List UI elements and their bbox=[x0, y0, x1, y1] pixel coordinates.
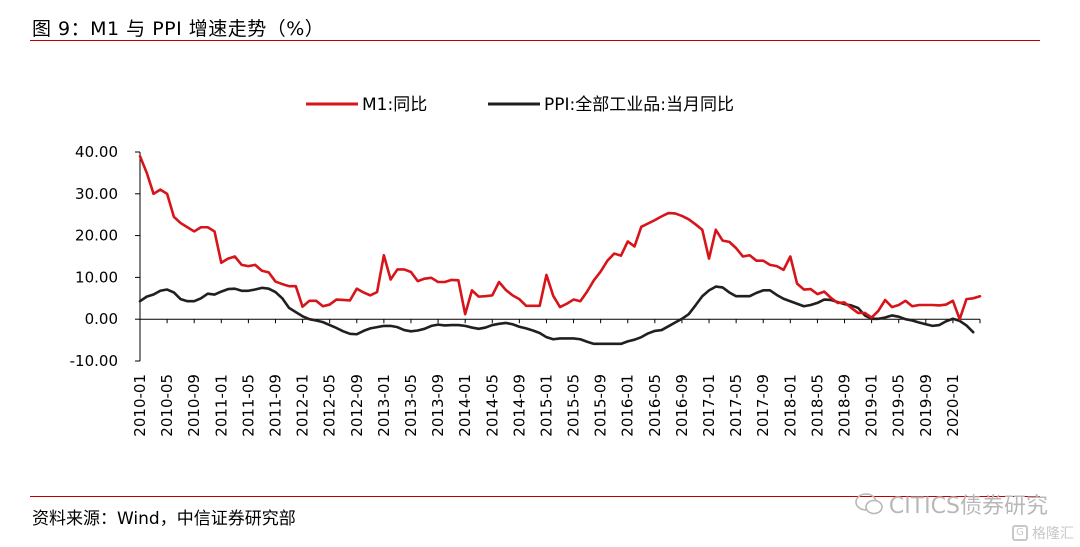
x-tick-label: 2014-05 bbox=[483, 374, 501, 437]
y-tick-label: 40.00 bbox=[75, 143, 118, 161]
title-rule bbox=[30, 40, 1040, 41]
legend-label-2: PPI:全部工业品:当月同比 bbox=[544, 95, 734, 115]
watermark: CITICS债券研究 bbox=[855, 488, 1048, 520]
x-axis: 2010-01 2010-05 2010-09 2011-01 2011-05 2011-… bbox=[131, 318, 981, 437]
x-tick-label: 2016-09 bbox=[673, 374, 691, 437]
x-tick-label: 2016-01 bbox=[619, 374, 637, 437]
x-tick-label: 2014-09 bbox=[510, 374, 528, 437]
x-tick-label: 2018-01 bbox=[781, 374, 799, 437]
x-tick-label: 2015-01 bbox=[537, 374, 555, 437]
x-tick-label: 2011-01 bbox=[212, 374, 230, 437]
y-axis: 40.00 30.00 20.00 10.00 0.00 -10.00 bbox=[70, 143, 141, 370]
series-line-ppi bbox=[138, 285, 975, 346]
x-tick-label: 2010-09 bbox=[185, 374, 203, 437]
x-tick-label: 2010-05 bbox=[158, 374, 176, 437]
x-tick-label: 2015-09 bbox=[592, 374, 610, 437]
x-tick-label: 2011-05 bbox=[239, 374, 257, 437]
x-tick-label: 2012-01 bbox=[294, 374, 312, 437]
x-tick-label: 2015-05 bbox=[565, 374, 583, 437]
x-tick-label: 2012-09 bbox=[348, 374, 366, 437]
watermark-text: CITICS债券研究 bbox=[888, 494, 1048, 519]
legend-label-1: M1:同比 bbox=[362, 95, 427, 115]
x-tick-label: 2010-01 bbox=[131, 374, 149, 437]
x-tick-label: 2017-05 bbox=[727, 374, 745, 437]
source-note: 资料来源：Wind，中信证券研究部 bbox=[32, 509, 296, 529]
x-tick-label: 2017-09 bbox=[754, 374, 772, 437]
x-tick-label: 2016-05 bbox=[646, 374, 664, 437]
y-tick-label: -10.00 bbox=[70, 352, 118, 370]
x-tick-label: 2013-09 bbox=[429, 374, 447, 437]
x-tick-label: 2017-01 bbox=[700, 374, 718, 437]
legend: M1:同比 PPI:全部工业品:当月同比 bbox=[306, 95, 734, 115]
wechat-icon bbox=[855, 493, 883, 515]
y-tick-label: 0.00 bbox=[85, 310, 118, 328]
x-tick-label: 2011-09 bbox=[266, 374, 284, 437]
logo-mark-icon: G bbox=[1012, 525, 1028, 541]
logo-text: 格隆汇 bbox=[1032, 526, 1074, 542]
series-layer bbox=[138, 154, 982, 346]
x-tick-label: 2020-01 bbox=[944, 374, 962, 437]
y-tick-label: 20.00 bbox=[75, 227, 118, 245]
line-chart: M1:同比 PPI:全部工业品:当月同比 40.00 30.00 20.00 10.00… bbox=[70, 95, 982, 437]
y-tick-label: 30.00 bbox=[75, 185, 118, 203]
x-tick-label: 2018-05 bbox=[808, 374, 826, 437]
x-tick-label: 2013-05 bbox=[402, 374, 420, 437]
x-tick-label: 2019-09 bbox=[917, 374, 935, 437]
x-tick-label: 2018-09 bbox=[836, 374, 854, 437]
y-tick-label: 10.00 bbox=[75, 268, 118, 286]
x-tick-label: 2019-01 bbox=[863, 374, 881, 437]
figure-title: 图 9：M1 与 PPI 增速走势（%） bbox=[32, 18, 325, 40]
x-tick-label: 2013-01 bbox=[375, 374, 393, 437]
source-rule bbox=[30, 496, 1040, 497]
x-tick-label: 2019-05 bbox=[890, 374, 908, 437]
site-logo: G 格隆汇 bbox=[1012, 523, 1074, 543]
series-line-m1 bbox=[138, 154, 982, 321]
x-tick-label: 2014-01 bbox=[456, 374, 474, 437]
x-tick-label: 2012-05 bbox=[321, 374, 339, 437]
